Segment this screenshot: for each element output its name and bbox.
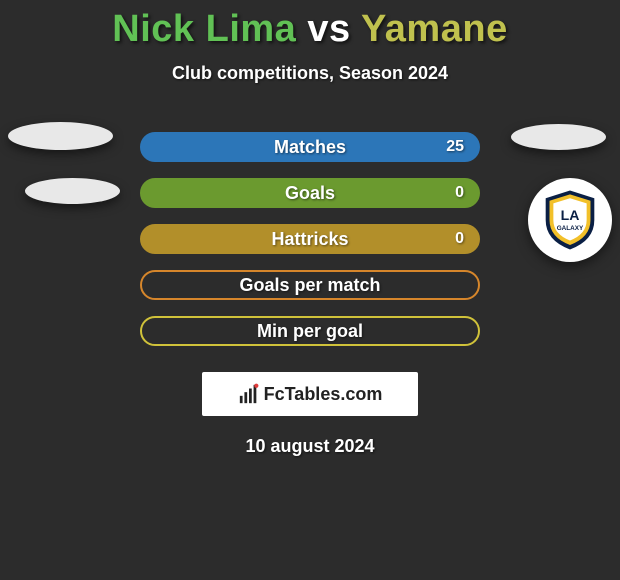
title-vs: vs xyxy=(307,8,350,50)
stat-row: Hattricks 0 xyxy=(0,216,620,262)
fctables-logo: FcTables.com xyxy=(202,372,418,416)
stat-row: Goals 0 xyxy=(0,170,620,216)
fctables-logo-text: FcTables.com xyxy=(238,383,383,405)
stat-bar-min-per-goal: Min per goal xyxy=(140,316,480,346)
stat-bar-matches: Matches 25 xyxy=(140,132,480,162)
title-player1: Nick Lima xyxy=(112,8,296,50)
barchart-icon xyxy=(238,383,260,405)
stat-label: Goals per match xyxy=(239,275,380,296)
stat-label: Hattricks xyxy=(271,229,348,250)
stat-bar-hattricks: Hattricks 0 xyxy=(140,224,480,254)
stat-label: Matches xyxy=(274,137,346,158)
subtitle: Club competitions, Season 2024 xyxy=(0,63,620,84)
stat-row: Matches 25 xyxy=(0,124,620,170)
stat-label: Goals xyxy=(285,183,335,204)
stat-value: 25 xyxy=(446,138,464,156)
stat-value: 0 xyxy=(455,230,464,248)
stat-value: 0 xyxy=(455,184,464,202)
stat-bar-goals-per-match: Goals per match xyxy=(140,270,480,300)
stat-bar-goals: Goals 0 xyxy=(140,178,480,208)
page-title: Nick Lima vs Yamane xyxy=(0,0,620,51)
logo-label: FcTables.com xyxy=(264,384,383,405)
title-player2: Yamane xyxy=(361,8,508,50)
date-label: 10 august 2024 xyxy=(0,436,620,457)
stat-row: Goals per match xyxy=(0,262,620,308)
stat-row: Min per goal xyxy=(0,308,620,354)
stat-label: Min per goal xyxy=(257,321,363,342)
stats-chart: Matches 25 Goals 0 Hattricks 0 Goals per… xyxy=(0,124,620,354)
